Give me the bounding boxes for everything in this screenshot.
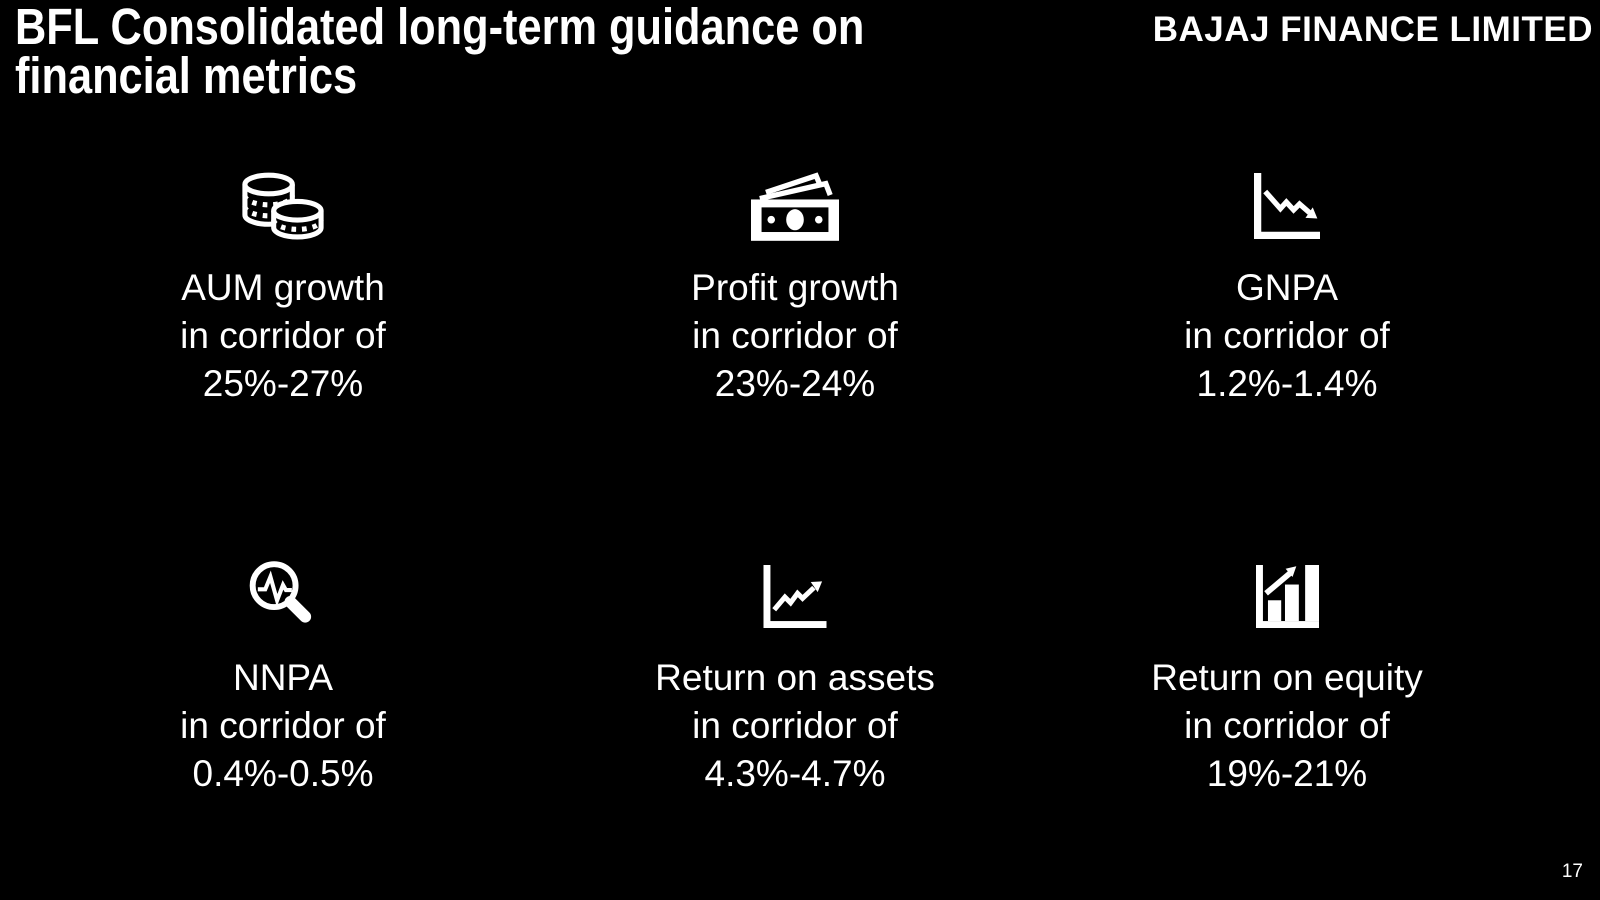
metric-value: 25%-27% [202, 363, 364, 404]
metric-corridor-text: in corridor of [692, 705, 898, 746]
metric-value: 4.3%-4.7% [704, 753, 886, 794]
declining-chart-icon [1254, 173, 1320, 239]
slide-title-line1: BFL Consolidated long-term guidance on [15, 0, 865, 55]
metric-value: 0.4%-0.5% [192, 753, 374, 794]
brand-logo: BAJAJ FINANCE LIMITED [1152, 10, 1593, 49]
metric-corridor-text: in corridor of [692, 315, 898, 356]
metric-label: AUM growth [181, 267, 385, 308]
slide-title: BFL Consolidated long-term guidance on f… [15, 0, 865, 104]
metric-corridor-text: in corridor of [1184, 705, 1390, 746]
metric-card-aum-growth: AUM growth in corridor of 25%-27% [68, 160, 498, 408]
metric-value: 23%-24% [714, 363, 876, 404]
slide-title-line2: financial metrics [15, 47, 358, 104]
metric-label: NNPA [232, 657, 334, 698]
metric-card-profit-growth: Profit growth in corridor of 23%-24% [580, 160, 1010, 408]
rising-chart-icon [763, 564, 827, 628]
metric-label: GNPA [1235, 267, 1339, 308]
metric-corridor-text: in corridor of [180, 315, 386, 356]
metric-card-gnpa: GNPA in corridor of 1.2%-1.4% [1072, 160, 1502, 408]
metric-label: Return on assets [655, 657, 935, 698]
metric-card-return-on-equity: Return on equity in corridor of 19%-21% [1072, 550, 1502, 798]
metric-card-nnpa: NNPA in corridor of 0.4%-0.5% [68, 550, 498, 798]
magnifier-pulse-icon [249, 561, 312, 623]
metric-corridor-text: in corridor of [1184, 315, 1390, 356]
metric-card-return-on-assets: Return on assets in corridor of 4.3%-4.7… [580, 550, 1010, 798]
bar-chart-icon [1255, 564, 1319, 628]
metric-label: Profit growth [691, 267, 899, 308]
metric-label: Return on equity [1151, 657, 1423, 698]
metric-value: 19%-21% [1206, 753, 1368, 794]
banknotes-icon [751, 171, 839, 241]
coins-icon [242, 172, 324, 239]
metric-corridor-text: in corridor of [180, 705, 386, 746]
metric-value: 1.2%-1.4% [1196, 363, 1378, 404]
page-number: 17 [1561, 861, 1583, 882]
